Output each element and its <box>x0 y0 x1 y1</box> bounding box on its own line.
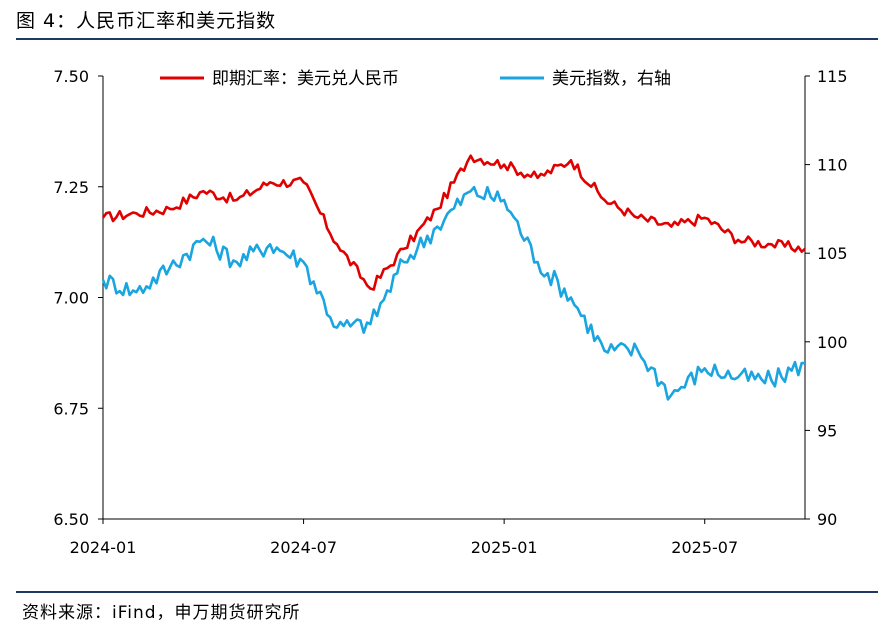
legend-dollar-index: 美元指数，右轴 <box>500 69 671 89</box>
source-note: 资料来源：iFind，申万期货研究所 <box>22 603 301 623</box>
chart-series-layer <box>101 154 806 401</box>
right-tick-label: 95 <box>817 421 837 440</box>
left-tick-label: 6.75 <box>53 399 89 418</box>
right-tick-label: 115 <box>817 67 848 86</box>
left-tick-label: 6.50 <box>53 510 89 529</box>
left-tick-label: 7.00 <box>53 289 89 308</box>
figure-title: 图 4：人民币汇率和美元指数 <box>16 10 277 32</box>
x-tick-label: 2024-01 <box>70 538 137 557</box>
right-tick-label: 90 <box>817 510 837 529</box>
legend-label: 即期汇率：美元兑人民币 <box>212 69 399 89</box>
chart-axes: 7.50 7.25 7.00 6.75 6.50 115 110 105 100 95 90 2024… <box>53 67 847 557</box>
title-rule <box>16 38 878 40</box>
usdcny-line <box>101 154 806 291</box>
legend-usdcny: 即期汇率：美元兑人民币 <box>160 69 399 89</box>
x-tick-label: 2024-07 <box>270 538 337 557</box>
chart-legend: 即期汇率：美元兑人民币 美元指数，右轴 <box>160 69 671 89</box>
right-tick-label: 110 <box>817 156 848 175</box>
source-rule <box>16 591 878 593</box>
right-tick-label: 105 <box>817 244 848 263</box>
x-tick-label: 2025-07 <box>671 538 738 557</box>
left-tick-label: 7.50 <box>53 67 89 86</box>
dollar-index-line <box>101 185 806 401</box>
x-tick-label: 2025-01 <box>471 538 538 557</box>
left-tick-label: 7.25 <box>53 178 89 197</box>
right-tick-label: 100 <box>817 333 848 352</box>
legend-label: 美元指数，右轴 <box>552 69 671 89</box>
